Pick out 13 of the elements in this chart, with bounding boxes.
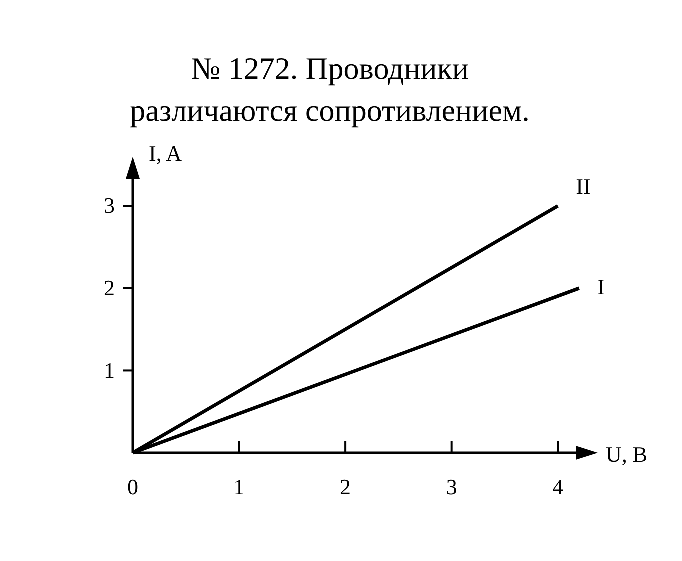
y-tick-label: 2 xyxy=(104,275,115,300)
x-tick-label: 2 xyxy=(340,474,352,500)
series-label: I xyxy=(597,274,605,300)
x-tick-label: 4 xyxy=(552,474,564,500)
series-label: II xyxy=(576,174,591,200)
x-axis-title: U, B xyxy=(606,442,648,467)
y-tick-label: 1 xyxy=(104,358,115,383)
x-tick-label: 0 xyxy=(128,474,138,500)
chart-title: № 1272. Проводники различаются сопротивлением. xyxy=(129,50,531,130)
x-tick-label: 3 xyxy=(446,474,458,500)
x-tick-label: 1 xyxy=(234,474,245,500)
y-tick-label: 3 xyxy=(104,193,115,218)
y-axis-title: I, A xyxy=(149,141,182,166)
